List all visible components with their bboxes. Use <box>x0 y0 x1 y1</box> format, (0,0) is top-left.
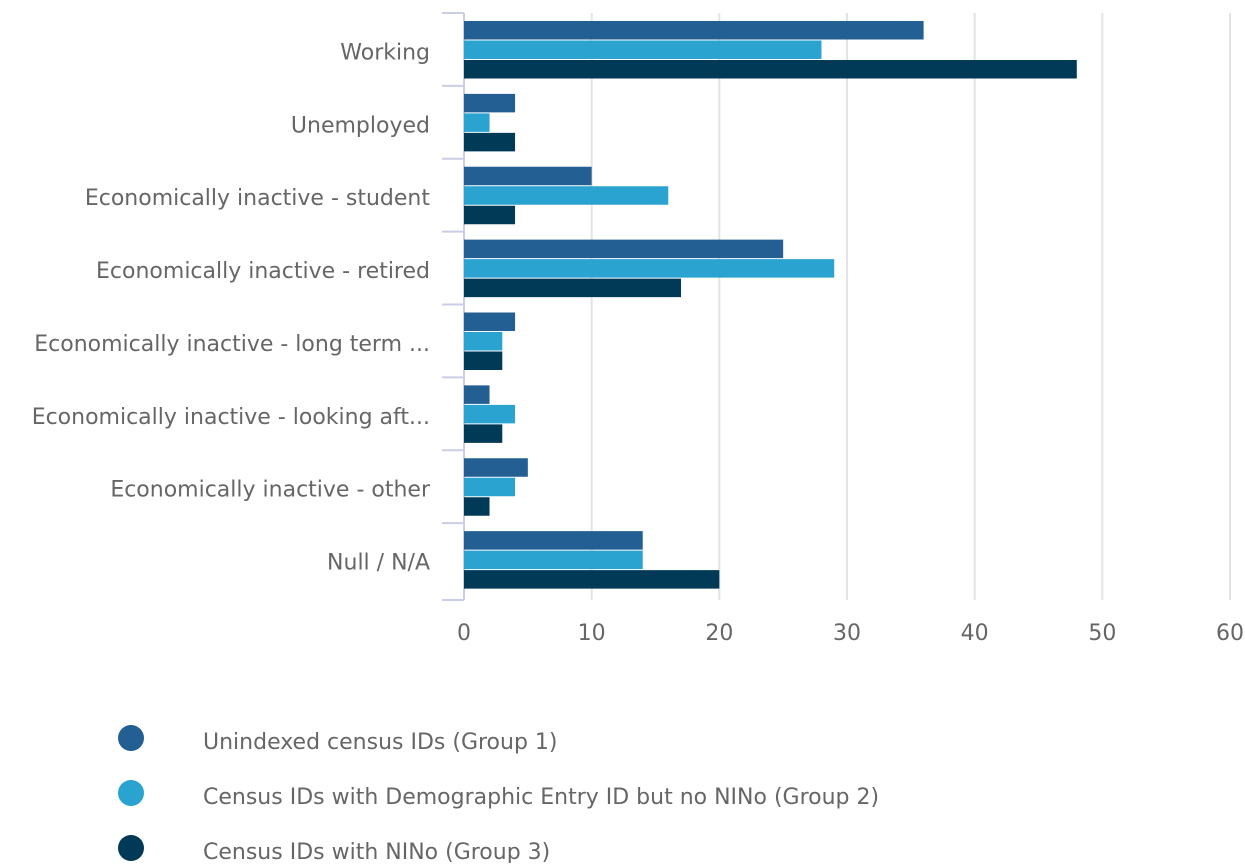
bar <box>464 93 516 113</box>
x-tick-label: 40 <box>961 621 989 646</box>
bar <box>464 531 643 550</box>
y-tick-label: Unemployed <box>291 113 430 138</box>
bar <box>464 351 503 370</box>
bar <box>464 385 490 404</box>
bar <box>464 21 924 40</box>
bar <box>464 570 720 589</box>
bar <box>464 550 643 570</box>
bar <box>464 60 1077 79</box>
x-tick-label: 50 <box>1088 621 1116 646</box>
bar <box>464 424 503 443</box>
x-tick-label: 0 <box>457 621 471 646</box>
legend-swatch <box>118 780 144 806</box>
legend-label: Census IDs with NINo (Group 3) <box>203 840 550 863</box>
x-tick-label: 20 <box>705 621 733 646</box>
bar <box>464 186 669 205</box>
y-tick-label: Economically inactive - other <box>110 478 431 503</box>
bar <box>464 239 784 259</box>
legend-label: Census IDs with Demographic Entry ID but… <box>203 785 879 810</box>
y-tick-label: Economically inactive - looking aft... <box>32 405 430 430</box>
x-tick-label: 10 <box>578 621 606 646</box>
x-tick-label: 30 <box>833 621 861 646</box>
bar <box>464 477 516 497</box>
x-tick-label: 60 <box>1216 621 1244 646</box>
bar <box>464 166 592 186</box>
bar <box>464 132 516 152</box>
legend-label: Unindexed census IDs (Group 1) <box>203 730 558 755</box>
y-tick-label: Economically inactive - long term ... <box>34 332 430 357</box>
bar <box>464 312 516 331</box>
bar <box>464 205 516 225</box>
bar <box>464 259 835 278</box>
y-tick-label: Economically inactive - retired <box>96 259 430 284</box>
bar <box>464 40 822 59</box>
legend-swatch <box>118 835 144 861</box>
bar <box>464 113 490 132</box>
legend-swatch <box>118 725 144 751</box>
bar <box>464 332 503 351</box>
y-tick-label: Null / N/A <box>327 551 430 576</box>
bar <box>464 278 682 298</box>
bar <box>464 458 528 477</box>
bar <box>464 497 490 516</box>
y-tick-label: Working <box>340 40 430 65</box>
bar <box>464 404 516 424</box>
y-tick-label: Economically inactive - student <box>85 186 431 211</box>
